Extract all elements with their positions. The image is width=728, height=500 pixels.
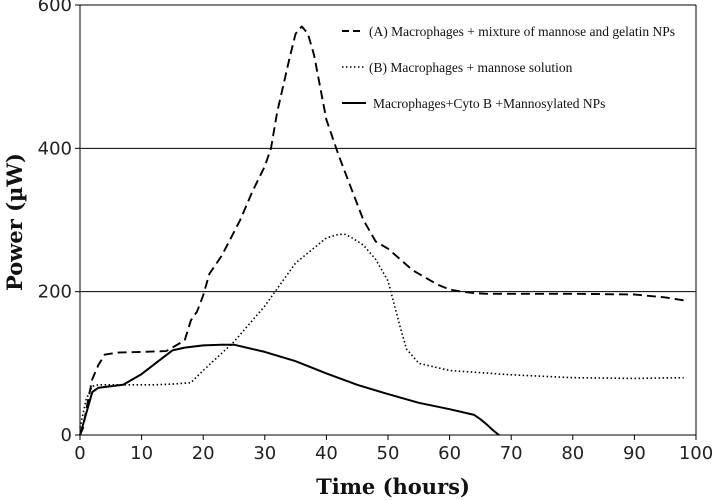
x-tick-label: 20 xyxy=(192,443,215,464)
plot-area xyxy=(80,5,696,435)
x-ticks: 0 10 20 30 40 50 60 70 80 90 100 xyxy=(74,435,713,464)
legend-label-1: (A) Macrophages + mixture of mannose and… xyxy=(369,24,675,39)
x-axis-title: Time (hours) xyxy=(316,474,470,499)
y-ticks: 0 200 400 600 xyxy=(38,0,80,446)
y-tick-label: 400 xyxy=(38,138,72,159)
y-axis-title: Power (µW) xyxy=(2,153,27,291)
x-tick-label: 80 xyxy=(561,443,584,464)
series-line-3 xyxy=(79,343,500,436)
x-tick-label: 70 xyxy=(500,443,523,464)
series-line-2 xyxy=(79,233,684,428)
x-tick-label: 40 xyxy=(315,443,338,464)
x-tick-label: 30 xyxy=(253,443,276,464)
legend-label-2: (B) Macrophages + mannose solution xyxy=(369,60,573,75)
series-line-1 xyxy=(79,25,684,436)
x-tick-label: 10 xyxy=(130,443,153,464)
x-tick-label: 60 xyxy=(438,443,461,464)
legend: (A) Macrophages + mixture of mannose and… xyxy=(342,24,675,111)
x-tick-label: 100 xyxy=(679,443,713,464)
legend-label-3: Macrophages+Cyto B +Mannosylated NPs xyxy=(373,96,605,111)
x-tick-label: 90 xyxy=(623,443,646,464)
x-tick-label: 0 xyxy=(74,443,85,464)
y-tick-label: 0 xyxy=(61,425,72,446)
series-lines xyxy=(79,25,684,436)
y-tick-label: 200 xyxy=(38,282,72,303)
y-tick-label: 600 xyxy=(38,0,72,16)
gridlines xyxy=(80,4,696,293)
x-tick-label: 50 xyxy=(377,443,400,464)
